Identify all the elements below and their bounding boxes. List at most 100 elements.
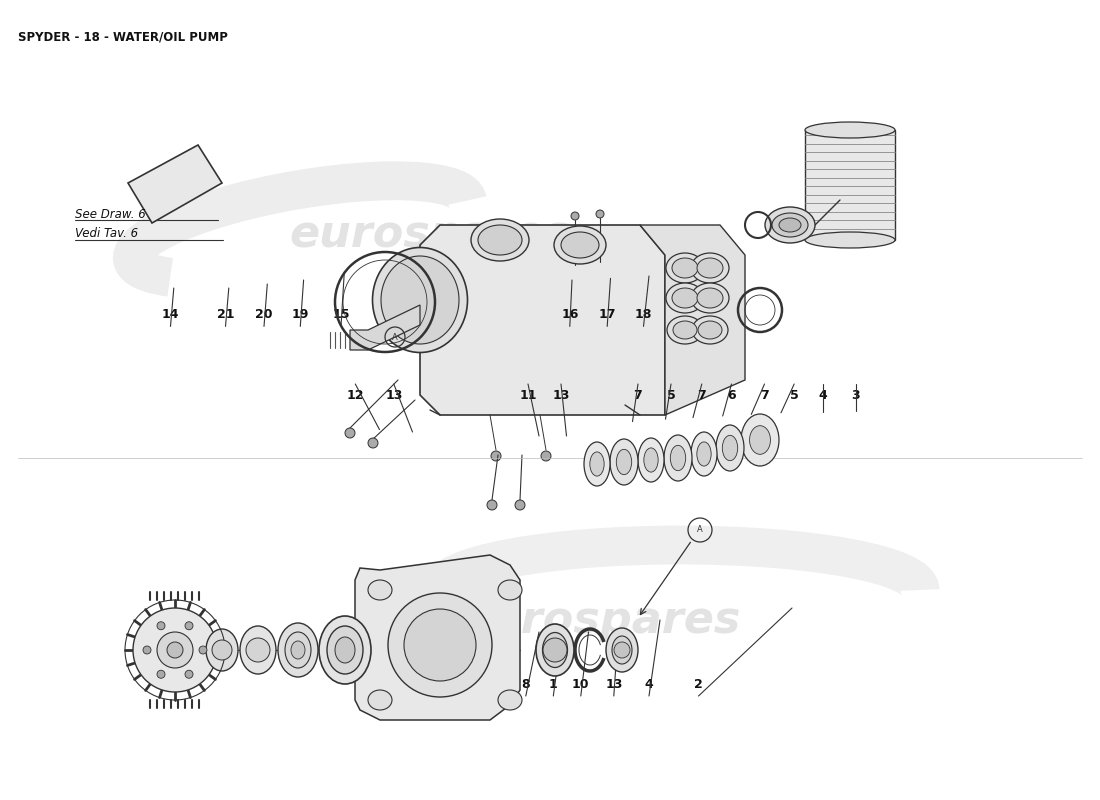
Text: 12: 12: [346, 389, 364, 402]
Ellipse shape: [644, 448, 658, 472]
Text: Vedi Tav. 6: Vedi Tav. 6: [75, 227, 138, 240]
Text: A: A: [392, 333, 398, 342]
Circle shape: [388, 593, 492, 697]
Text: eurospares: eurospares: [460, 598, 740, 642]
Text: 5: 5: [790, 389, 799, 402]
Ellipse shape: [667, 316, 703, 344]
Text: 11: 11: [519, 389, 537, 402]
Text: 13: 13: [552, 389, 570, 402]
Polygon shape: [805, 130, 895, 240]
Polygon shape: [350, 305, 420, 350]
Text: 4: 4: [645, 678, 653, 691]
Ellipse shape: [478, 225, 522, 255]
Polygon shape: [128, 145, 222, 223]
Circle shape: [543, 638, 566, 662]
Circle shape: [345, 428, 355, 438]
Text: 1: 1: [549, 678, 558, 691]
Circle shape: [571, 212, 579, 220]
Circle shape: [596, 210, 604, 218]
Circle shape: [246, 638, 270, 662]
Ellipse shape: [672, 258, 698, 278]
Circle shape: [143, 646, 151, 654]
Ellipse shape: [327, 626, 363, 674]
Ellipse shape: [610, 439, 638, 485]
Polygon shape: [355, 555, 520, 720]
Text: 16: 16: [561, 308, 579, 322]
Ellipse shape: [368, 690, 392, 710]
Circle shape: [133, 608, 217, 692]
Ellipse shape: [584, 442, 610, 486]
Circle shape: [212, 640, 232, 660]
Text: 8: 8: [521, 678, 530, 691]
Circle shape: [368, 438, 378, 448]
Circle shape: [515, 500, 525, 510]
Ellipse shape: [373, 247, 468, 353]
Circle shape: [157, 632, 192, 668]
Text: 18: 18: [635, 308, 652, 322]
Text: SPYDER - 18 - WATER/OIL PUMP: SPYDER - 18 - WATER/OIL PUMP: [18, 30, 228, 43]
Ellipse shape: [606, 628, 638, 672]
Ellipse shape: [554, 226, 606, 264]
Polygon shape: [420, 225, 666, 415]
Text: eurospares: eurospares: [289, 214, 571, 257]
Circle shape: [185, 622, 192, 630]
Ellipse shape: [691, 283, 729, 313]
Text: 5: 5: [667, 389, 675, 402]
Ellipse shape: [764, 207, 815, 243]
Ellipse shape: [292, 641, 305, 659]
Ellipse shape: [716, 425, 744, 471]
Text: 2: 2: [694, 678, 703, 691]
Circle shape: [541, 451, 551, 461]
Circle shape: [614, 642, 630, 658]
Ellipse shape: [616, 450, 631, 474]
Ellipse shape: [672, 288, 698, 308]
Text: See Draw. 6: See Draw. 6: [75, 208, 145, 221]
Circle shape: [404, 609, 476, 681]
Ellipse shape: [805, 232, 895, 248]
Text: 6: 6: [727, 389, 736, 402]
Ellipse shape: [670, 446, 685, 470]
Ellipse shape: [612, 636, 632, 664]
Ellipse shape: [697, 442, 711, 466]
Text: 20: 20: [255, 308, 273, 322]
Text: 7: 7: [634, 389, 642, 402]
Ellipse shape: [498, 580, 522, 600]
Text: 21: 21: [217, 308, 234, 322]
Text: 13: 13: [385, 389, 403, 402]
Ellipse shape: [590, 452, 604, 476]
Text: 19: 19: [292, 308, 309, 322]
Ellipse shape: [741, 414, 779, 466]
Circle shape: [167, 642, 183, 658]
Ellipse shape: [278, 623, 318, 677]
Ellipse shape: [805, 122, 895, 138]
Ellipse shape: [471, 219, 529, 261]
Ellipse shape: [673, 321, 697, 339]
Circle shape: [157, 622, 165, 630]
Ellipse shape: [698, 321, 722, 339]
Circle shape: [157, 670, 165, 678]
Text: 17: 17: [598, 308, 616, 322]
Text: 10: 10: [572, 678, 590, 691]
Ellipse shape: [697, 258, 723, 278]
Circle shape: [491, 451, 501, 461]
Ellipse shape: [206, 629, 238, 671]
Text: 7: 7: [760, 389, 769, 402]
Text: 15: 15: [332, 308, 350, 322]
Text: 9: 9: [491, 678, 499, 691]
Text: 4: 4: [818, 389, 827, 402]
Ellipse shape: [723, 435, 738, 461]
Ellipse shape: [691, 432, 717, 476]
Circle shape: [185, 670, 192, 678]
Ellipse shape: [336, 637, 355, 663]
Ellipse shape: [697, 288, 723, 308]
Ellipse shape: [542, 633, 568, 667]
Text: 13: 13: [605, 678, 623, 691]
Ellipse shape: [666, 283, 704, 313]
Text: 14: 14: [162, 308, 179, 322]
Ellipse shape: [561, 232, 600, 258]
Ellipse shape: [692, 316, 728, 344]
Circle shape: [487, 500, 497, 510]
Ellipse shape: [498, 690, 522, 710]
Ellipse shape: [749, 426, 770, 454]
Text: A: A: [697, 526, 703, 534]
